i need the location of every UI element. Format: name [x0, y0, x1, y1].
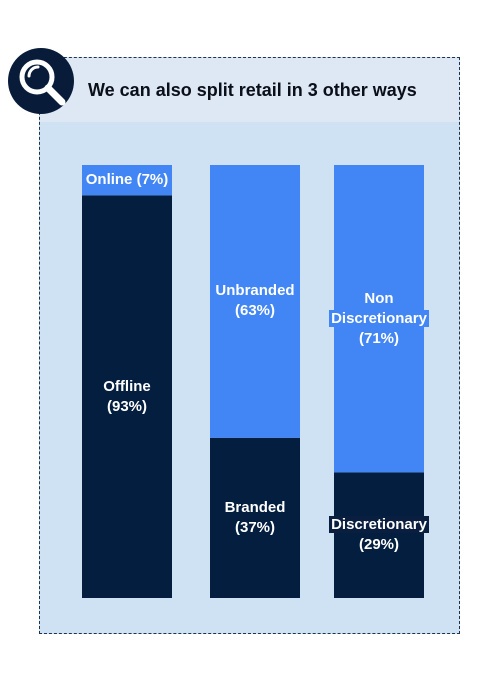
search-icon: [8, 48, 74, 114]
segment-label-line: (93%): [106, 397, 147, 415]
bar-segment: [210, 165, 300, 438]
segment-label: Discretionary (29%): [294, 515, 464, 555]
segment-label-line: Branded: [224, 498, 286, 516]
segment-label: Unbranded (63%): [170, 281, 340, 321]
segment-label-line: Offline: [103, 377, 151, 395]
segment-label: Non Discretionary (71%): [294, 289, 464, 349]
page-title: We can also split retail in 3 other ways: [88, 80, 417, 100]
segment-label-line: Online (7%): [83, 171, 171, 189]
segment-label-line: Discretionary: [329, 309, 429, 327]
segment-label-line: (71%): [356, 329, 401, 347]
segment-label-line: Discretionary: [329, 516, 429, 534]
segment-label-line: (63%): [232, 302, 277, 320]
bar-segment: [334, 472, 424, 598]
segment-label-line: Non: [362, 289, 396, 307]
bar-segment: [210, 437, 300, 598]
panel-header: [40, 58, 459, 122]
segment-label-line: Unbranded: [213, 282, 297, 300]
segment-label-line: (37%): [234, 518, 275, 536]
segment-label: Online (7%): [42, 170, 212, 190]
segment-label: Offline (93%): [42, 377, 212, 417]
segment-label: Branded (37%): [170, 498, 340, 538]
bar-segment: [82, 195, 172, 598]
segment-label-line: (29%): [358, 536, 399, 554]
